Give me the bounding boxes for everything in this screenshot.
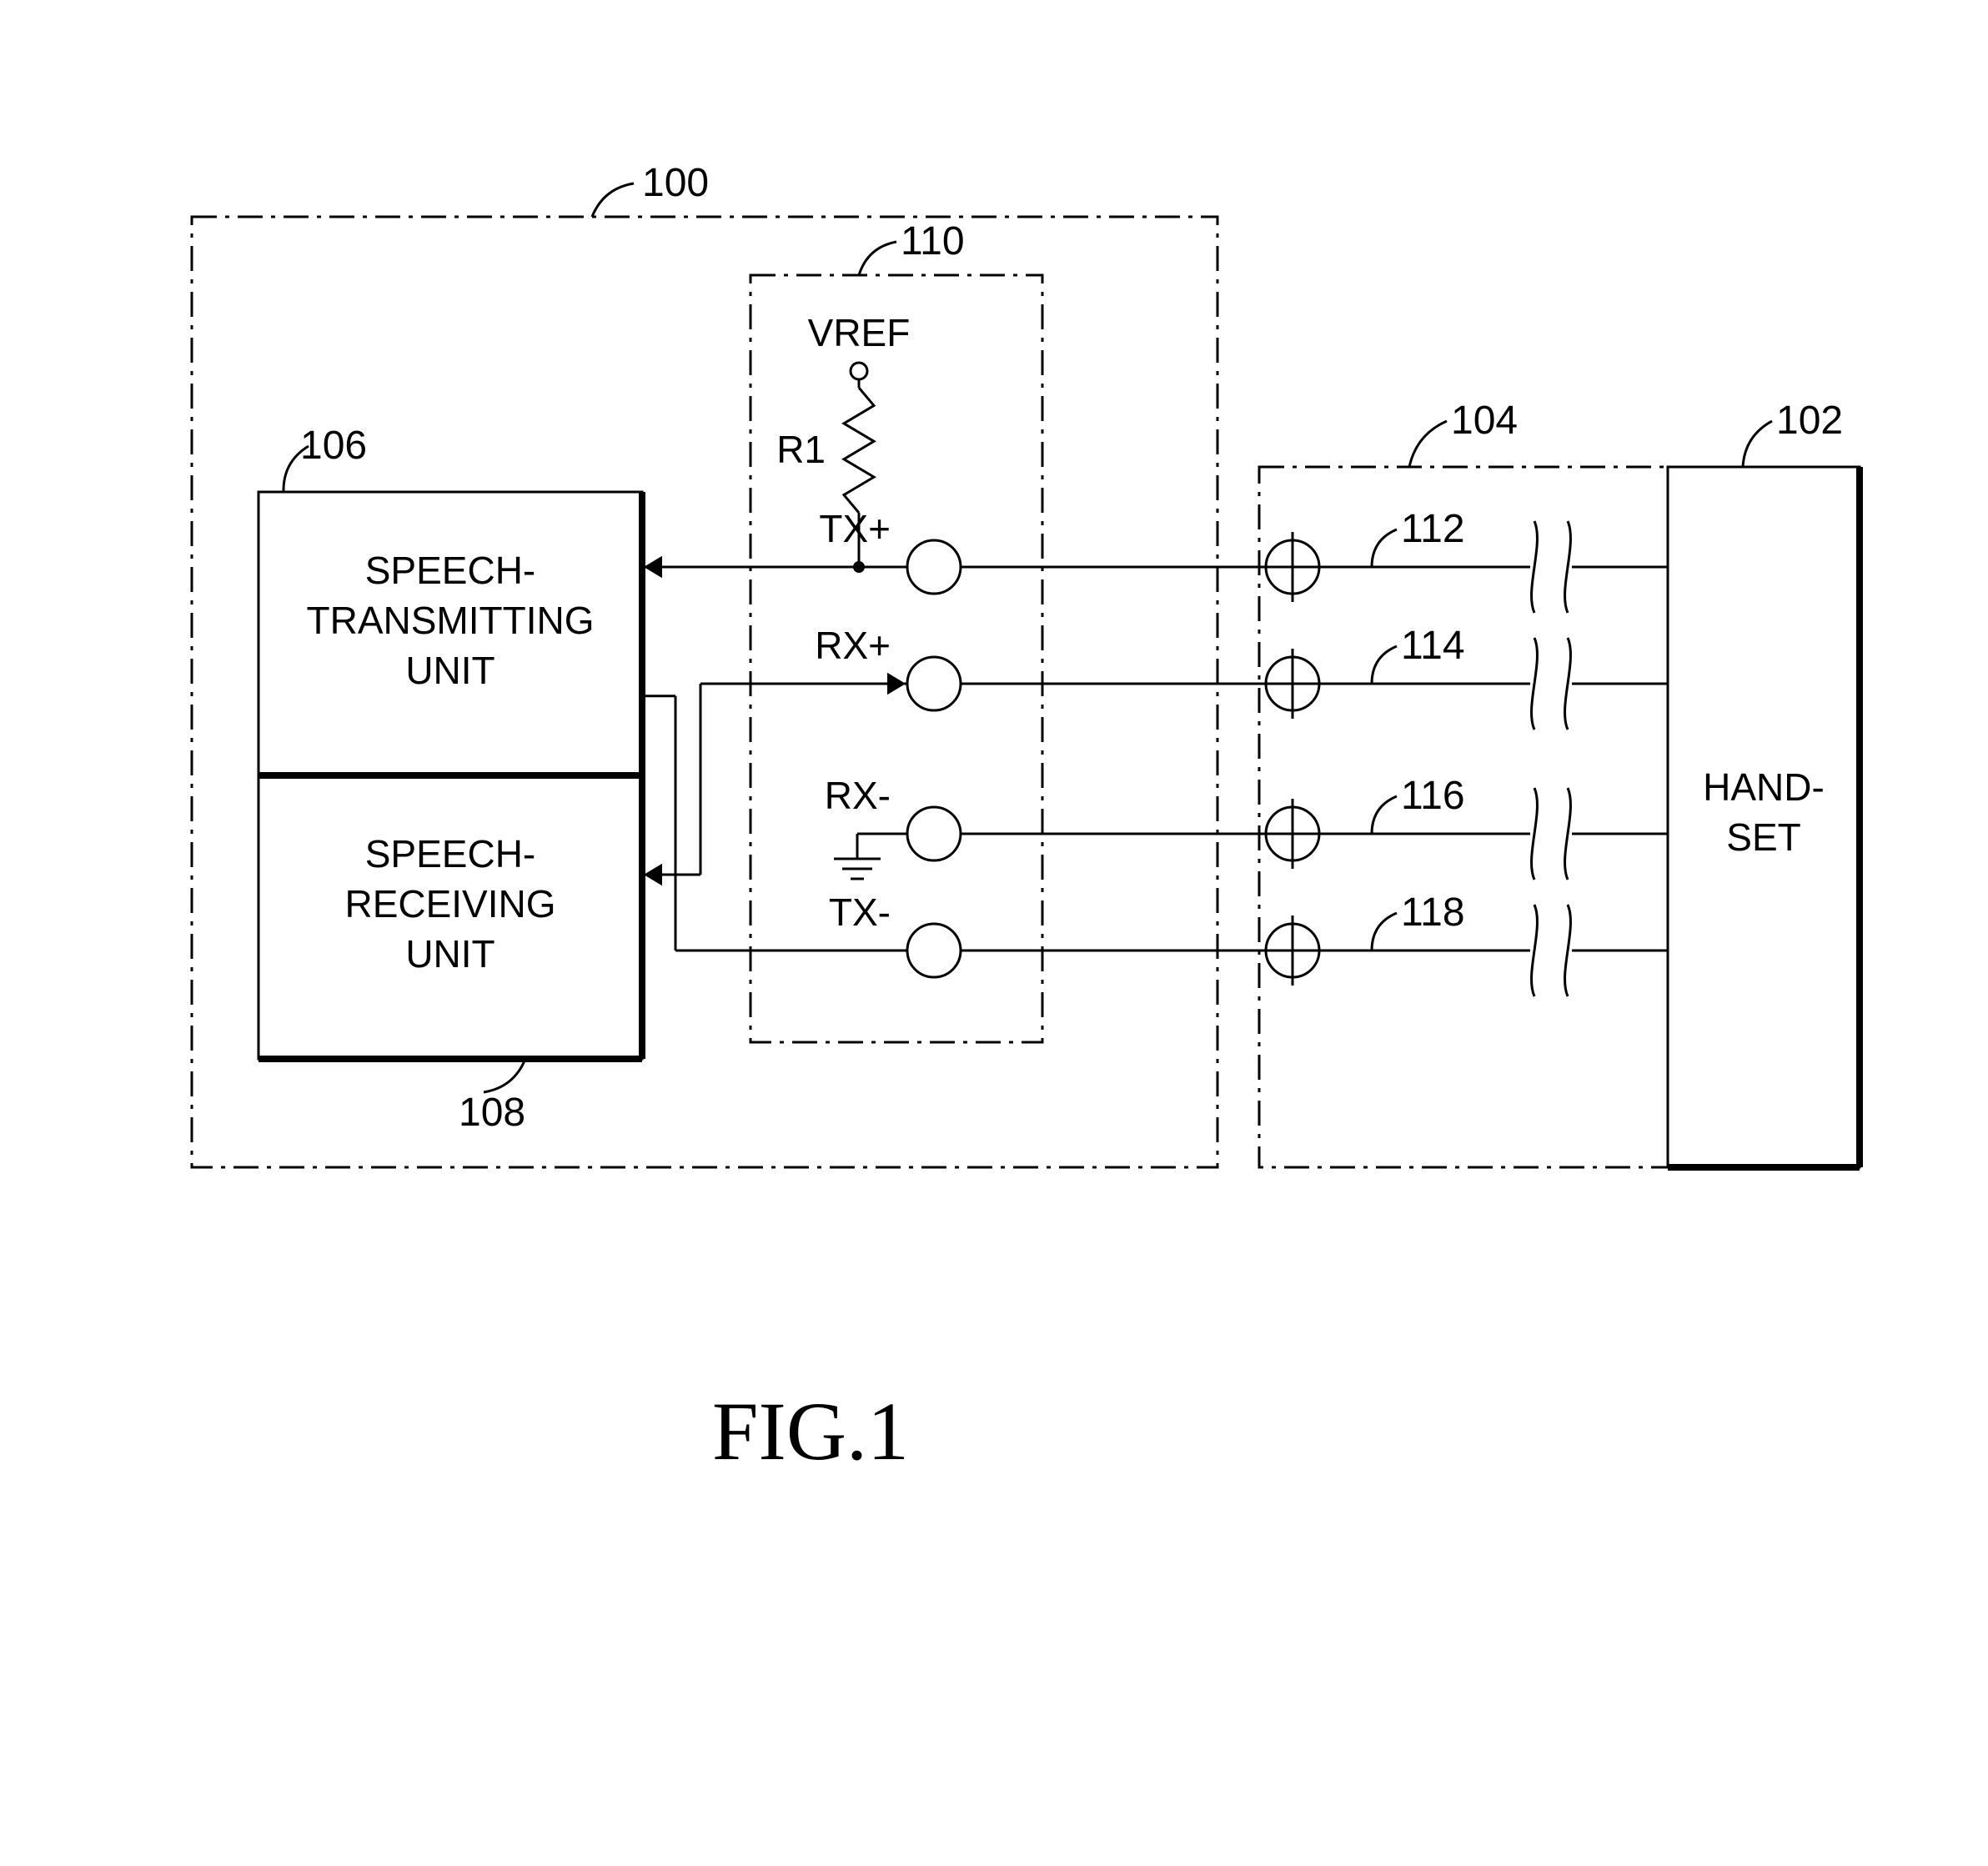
resistor-r1 <box>844 388 874 513</box>
svg-text:112: 112 <box>1401 507 1465 551</box>
svg-text:RX+: RX+ <box>815 624 891 667</box>
terminal-left-rx <box>907 657 961 710</box>
terminal-left-rx <box>907 807 961 860</box>
svg-text:TRANSMITTING: TRANSMITTING <box>307 599 595 642</box>
svg-text:R1: R1 <box>776 428 826 471</box>
connector-block <box>751 275 1042 1042</box>
svg-text:TX+: TX+ <box>819 507 891 550</box>
svg-text:VREF: VREF <box>808 311 911 354</box>
svg-text:UNIT: UNIT <box>405 932 494 976</box>
svg-text:114: 114 <box>1401 624 1465 668</box>
svg-text:TX-: TX- <box>829 890 891 934</box>
svg-text:102: 102 <box>1776 399 1843 443</box>
svg-text:100: 100 <box>642 161 709 205</box>
svg-text:RX-: RX- <box>825 774 891 817</box>
svg-text:SPEECH-: SPEECH- <box>365 549 535 592</box>
svg-text:110: 110 <box>901 219 965 263</box>
svg-text:FIG.1: FIG.1 <box>712 1385 909 1477</box>
svg-text:104: 104 <box>1451 399 1518 443</box>
outer-block <box>192 217 1217 1167</box>
terminal-left-tx <box>907 924 961 977</box>
svg-text:116: 116 <box>1401 774 1465 818</box>
svg-text:UNIT: UNIT <box>405 649 494 692</box>
svg-text:SPEECH-: SPEECH- <box>365 832 535 875</box>
svg-text:HAND-: HAND- <box>1703 765 1825 809</box>
svg-text:108: 108 <box>459 1091 525 1135</box>
svg-text:118: 118 <box>1401 890 1465 935</box>
svg-text:106: 106 <box>300 424 367 468</box>
terminal-left-tx <box>907 540 961 594</box>
svg-text:SET: SET <box>1726 815 1800 859</box>
svg-text:RECEIVING: RECEIVING <box>344 882 555 925</box>
